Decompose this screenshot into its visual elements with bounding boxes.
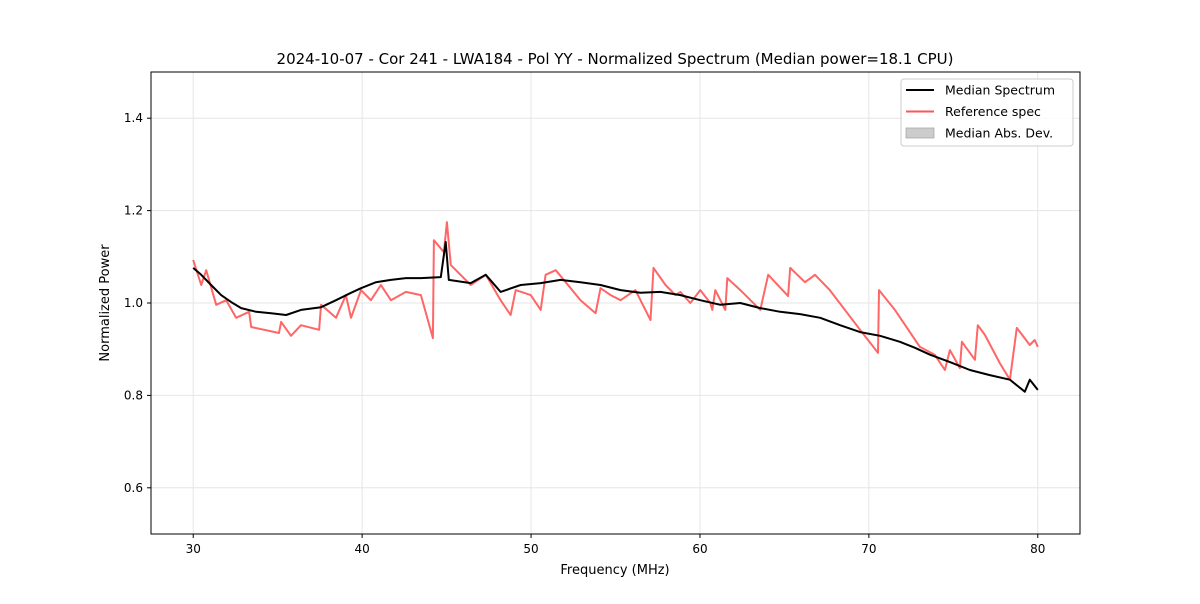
legend-label: Median Spectrum: [945, 83, 1055, 98]
x-tick-label: 50: [523, 542, 538, 556]
x-tick-label: 40: [354, 542, 369, 556]
legend-swatch-patch: [905, 127, 935, 139]
x-axis-label: Frequency (MHz): [560, 563, 669, 578]
y-axis-label: Normalized Power: [98, 244, 113, 362]
y-tick-label: 1.4: [124, 111, 143, 125]
median-spectrum-line: [192, 241, 1039, 393]
x-tick-label: 30: [186, 542, 201, 556]
x-tick-label: 70: [861, 542, 876, 556]
legend-label: Median Abs. Dev.: [945, 126, 1053, 141]
x-tick-label: 80: [1030, 542, 1045, 556]
ticks: 30 40 50 60 70 80 0.6 0.8 1.0 1.2 1.4: [124, 111, 1046, 556]
reference-spec-line: [192, 221, 1039, 381]
y-tick-label: 1.0: [124, 296, 143, 310]
legend-label: Reference spec: [945, 104, 1041, 119]
chart-title: 2024-10-07 - Cor 241 - LWA184 - Pol YY -…: [277, 50, 954, 68]
legend-box: [900, 78, 1074, 147]
x-tick-label: 60: [692, 542, 707, 556]
y-tick-label: 1.2: [124, 204, 143, 218]
series-layer: [192, 221, 1039, 393]
y-tick-label: 0.8: [124, 388, 143, 402]
grid: [151, 72, 1080, 534]
y-tick-label: 0.6: [124, 481, 143, 495]
legend: Median Spectrum Reference spec Median Abs.…: [900, 78, 1074, 147]
